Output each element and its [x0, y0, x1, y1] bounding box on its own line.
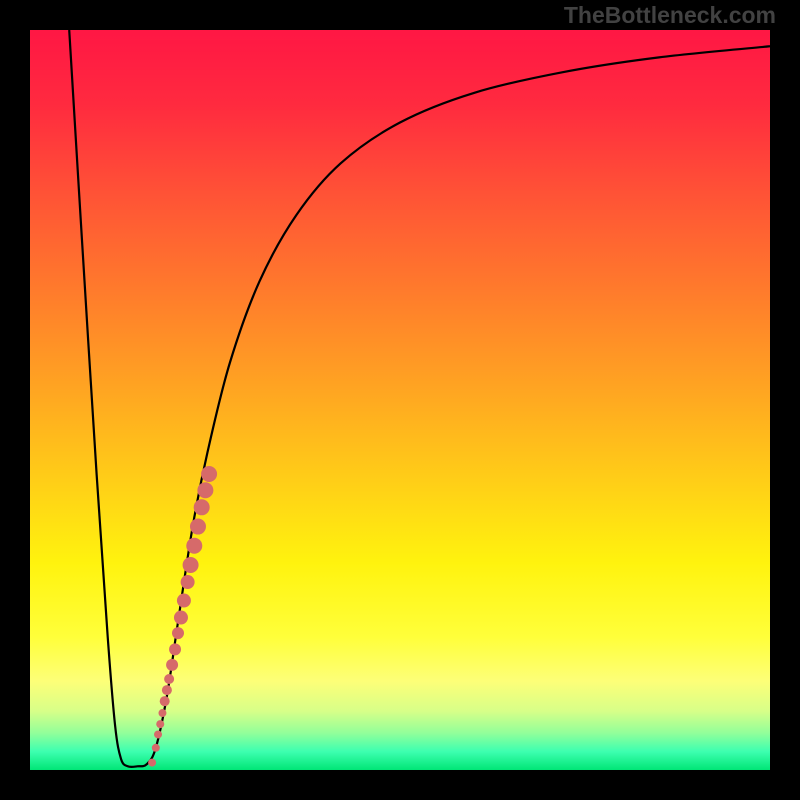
- plot-svg: [30, 30, 770, 770]
- scatter-point: [169, 643, 181, 655]
- scatter-point: [148, 759, 156, 767]
- scatter-point: [177, 594, 191, 608]
- watermark-text: TheBottleneck.com: [564, 2, 776, 29]
- plot-area: [30, 30, 770, 770]
- scatter-point: [162, 685, 172, 695]
- scatter-point: [197, 482, 213, 498]
- scatter-point: [158, 709, 166, 717]
- scatter-point: [152, 744, 160, 752]
- scatter-point: [174, 611, 188, 625]
- scatter-point: [201, 466, 217, 482]
- scatter-point: [164, 674, 174, 684]
- chart-container: TheBottleneck.com: [0, 0, 800, 800]
- scatter-point: [186, 538, 202, 554]
- scatter-point: [160, 696, 170, 706]
- scatter-point: [172, 627, 184, 639]
- scatter-point: [166, 659, 178, 671]
- scatter-point: [156, 720, 164, 728]
- scatter-point: [181, 575, 195, 589]
- scatter-point: [194, 499, 210, 515]
- scatter-point: [190, 519, 206, 535]
- gradient-background: [30, 30, 770, 770]
- scatter-point: [183, 557, 199, 573]
- scatter-point: [154, 730, 162, 738]
